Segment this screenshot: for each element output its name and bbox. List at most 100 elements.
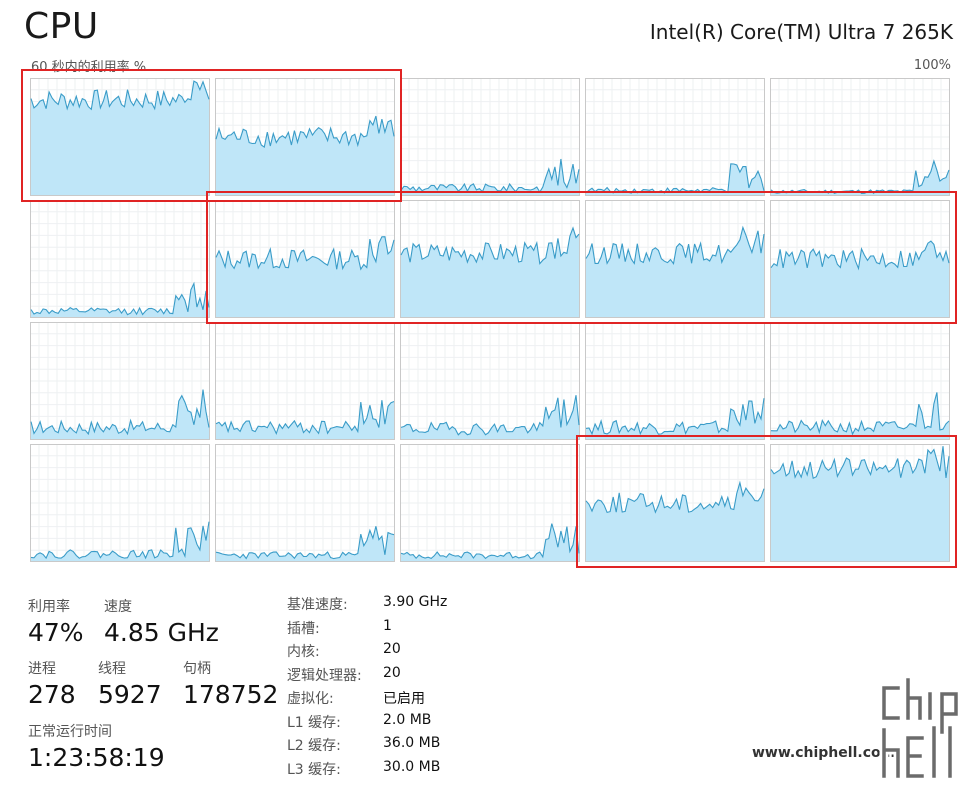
core-usage-area	[216, 400, 394, 439]
spec-row: L1 缓存: 2.0 MB	[287, 712, 487, 736]
core-graph	[30, 444, 210, 562]
core-graph	[770, 200, 950, 318]
spec-row: 插槽: 1	[287, 618, 487, 642]
core-graph	[585, 78, 765, 196]
spec-value: 20	[383, 641, 401, 657]
utilization-stat: 利用率 47%	[28, 596, 84, 647]
core-usage-line	[585, 398, 765, 436]
core-graph	[215, 444, 395, 562]
core-usage-line	[400, 158, 580, 194]
core-usage-line	[30, 281, 210, 316]
core-usage-area	[216, 236, 394, 317]
spec-row: 基准速度: 3.90 GHz	[287, 594, 487, 618]
core-graph	[30, 200, 210, 318]
spec-key: 虚拟化:	[287, 691, 334, 707]
core-usage-area	[401, 395, 579, 439]
core-usage-area	[586, 482, 764, 561]
spec-row: 内核: 20	[287, 641, 487, 665]
spec-value: 2.0 MB	[383, 711, 432, 728]
spec-key: L1 缓存:	[287, 714, 341, 731]
threads-stat: 线程 5927	[98, 658, 162, 709]
core-usage-area	[771, 392, 949, 439]
core-graph	[400, 322, 580, 440]
core-usage-area	[586, 398, 764, 439]
spec-value: 3.90 GHz	[383, 594, 448, 610]
graph-max-label: 100%	[913, 58, 951, 73]
processes-label: 进程	[28, 661, 56, 677]
core-usage-line	[400, 395, 580, 436]
spec-row: L3 缓存: 30.0 MB	[287, 759, 487, 783]
core-usage-line	[30, 521, 210, 560]
core-usage-area	[31, 521, 209, 561]
core-graph	[215, 200, 395, 318]
core-graph-grid	[30, 78, 950, 562]
processes-stat: 进程 278	[28, 658, 76, 709]
core-usage-line	[215, 115, 395, 149]
core-usage-area	[771, 241, 949, 317]
watermark-url: www.chiphell.com	[752, 745, 896, 761]
speed-value: 4.85 GHz	[104, 618, 219, 647]
page-title: CPU	[24, 6, 99, 47]
core-usage-line	[585, 225, 765, 265]
processes-value: 278	[28, 680, 76, 709]
core-graph	[30, 78, 210, 196]
spec-value: 1	[383, 617, 392, 634]
core-usage-area	[31, 81, 209, 195]
core-usage-area	[401, 523, 579, 561]
speed-stat: 速度 4.85 GHz	[104, 596, 219, 647]
threads-value: 5927	[98, 680, 162, 709]
spec-row: 虚拟化: 已启用	[287, 688, 487, 712]
cpu-model-name: Intel(R) Core(TM) Ultra 7 265K	[649, 20, 953, 44]
core-usage-line	[585, 480, 765, 514]
uptime-stat: 正常运行时间 1:23:58:19	[28, 721, 165, 772]
core-graph	[30, 322, 210, 440]
utilization-label: 利用率	[28, 599, 70, 615]
spec-value: 36.0 MB	[383, 735, 441, 751]
core-usage-line	[400, 523, 580, 560]
spec-key: L2 缓存:	[287, 738, 341, 754]
core-usage-line	[770, 446, 950, 480]
core-usage-area	[31, 389, 209, 439]
chiphell-logo	[879, 675, 961, 781]
core-usage-line	[215, 400, 395, 435]
spec-value: 20	[383, 664, 401, 681]
spec-value: 30.0 MB	[383, 758, 441, 775]
spec-row: 逻辑处理器: 20	[287, 665, 487, 689]
core-graph	[770, 322, 950, 440]
core-usage-line	[770, 392, 950, 436]
core-graph	[400, 78, 580, 196]
core-graph	[400, 200, 580, 318]
spec-row: L2 缓存: 36.0 MB	[287, 735, 487, 759]
spec-key: 内核:	[287, 644, 320, 660]
core-usage-line	[215, 526, 395, 560]
core-graph	[770, 78, 950, 196]
core-usage-line	[30, 389, 210, 436]
handles-value: 178752	[183, 680, 279, 709]
core-usage-line	[585, 163, 765, 194]
core-graph	[585, 200, 765, 318]
handles-stat: 句柄 178752	[183, 658, 278, 709]
core-usage-line	[400, 226, 580, 265]
utilization-value: 47%	[28, 618, 84, 647]
core-usage-line	[215, 236, 395, 271]
threads-label: 线程	[98, 661, 126, 677]
core-graph	[770, 444, 950, 562]
core-graph	[585, 322, 765, 440]
spec-key: 逻辑处理器:	[287, 667, 362, 684]
cpu-specs-list: 基准速度: 3.90 GHz 插槽: 1 内核: 20 逻辑处理器: 20 虚拟化: 已启…	[287, 594, 487, 782]
spec-key: L3 缓存:	[287, 761, 341, 778]
core-graph	[215, 78, 395, 196]
core-usage-line	[30, 80, 210, 111]
spec-value: 已启用	[383, 691, 425, 707]
utilization-graph-label: 60 秒内的利用率 %	[31, 60, 147, 75]
core-usage-area	[216, 116, 394, 195]
core-graph	[585, 444, 765, 562]
uptime-label: 正常运行时间	[28, 724, 112, 740]
core-usage-line	[770, 240, 950, 271]
core-graph	[215, 322, 395, 440]
speed-label: 速度	[104, 599, 132, 615]
uptime-value: 1:23:58:19	[28, 743, 165, 772]
spec-key: 基准速度:	[287, 597, 348, 613]
core-graph	[400, 444, 580, 562]
spec-key: 插槽:	[287, 620, 320, 637]
